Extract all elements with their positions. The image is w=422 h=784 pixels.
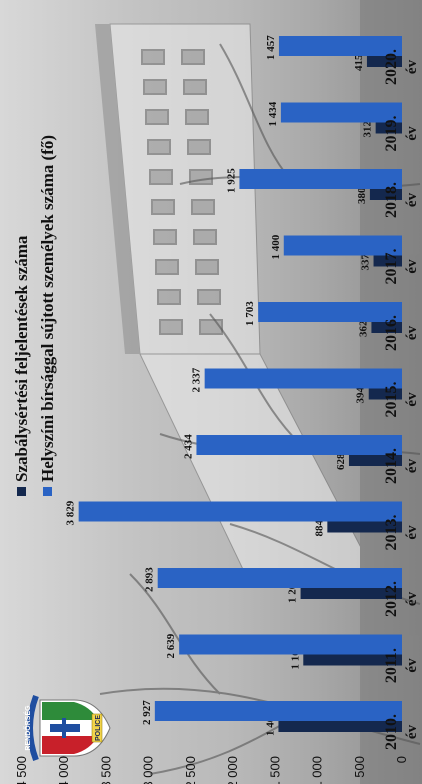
x-axis: 2010. év 2011. év 2012. év 2013. év 2014. év 2015.… xyxy=(383,49,420,750)
x-tick-label-2015: 2015. xyxy=(383,382,400,418)
y-tick-label: 1 500 xyxy=(267,756,282,784)
x-tick-suffix: év xyxy=(404,325,420,340)
logo-top-text: RENDŐRSÉG xyxy=(23,705,32,751)
data-label-series-2-2018: 1 925 xyxy=(225,168,237,193)
bar-series-2-2013 xyxy=(78,501,402,522)
data-label-series-1-2017: 337 xyxy=(360,254,372,271)
x-tick-label-2011: 2011. xyxy=(383,648,400,683)
data-label-series-2-2017: 1 400 xyxy=(270,234,282,259)
data-label-series-1-2019: 312 xyxy=(362,121,374,138)
data-label-series-2-2013: 3 829 xyxy=(65,500,77,525)
legend-label-series-2: Helyszíni bírsággal sújtott személyek sz… xyxy=(38,135,57,482)
y-axis: 4 500 4 000 3 500 3 000 2 500 2 000 1 500 1 000… xyxy=(14,756,409,784)
police-logo: RENDŐRSÉG POLICE xyxy=(23,694,111,762)
data-label-series-2-2010: 2 927 xyxy=(141,700,153,725)
y-tick-label: 3 000 xyxy=(141,756,156,784)
legend-label-series-1: Szabálysértési feljelentések száma xyxy=(12,235,31,482)
y-tick-label: 2 500 xyxy=(183,756,198,784)
bar-series-2-2016 xyxy=(258,302,402,322)
x-tick-suffix: év xyxy=(404,525,420,540)
bar-series-2-2014 xyxy=(196,435,402,455)
bar-series-2-2017 xyxy=(283,235,402,256)
data-label-series-1-2015: 394 xyxy=(355,387,367,404)
data-label-series-2-2016: 1 703 xyxy=(244,301,256,326)
y-tick-label: 2 000 xyxy=(225,756,240,784)
data-label-series-2-2011: 2 639 xyxy=(165,633,177,658)
x-tick-label-2010: 2010. xyxy=(383,714,400,750)
x-tick-label-2012: 2012. xyxy=(383,581,400,617)
x-tick-label-2020: 2020. xyxy=(383,49,400,85)
y-tick-label: 4 500 xyxy=(14,756,29,784)
data-label-series-1-2013: 884 xyxy=(313,520,325,537)
x-tick-label-2019: 2019. xyxy=(383,116,400,152)
legend-swatch-series-2 xyxy=(43,487,52,496)
x-tick-suffix: év xyxy=(404,458,420,473)
data-label-series-1-2014: 628 xyxy=(335,453,347,470)
y-tick-label: 4 000 xyxy=(56,756,71,784)
data-label-series-1-2020: 415 xyxy=(353,54,365,71)
bar-series-2-2019 xyxy=(280,102,403,123)
x-tick-suffix: év xyxy=(404,126,420,141)
x-tick-label-2016: 2016. xyxy=(383,315,400,351)
bar-series-2-2018 xyxy=(239,169,402,189)
x-tick-suffix: év xyxy=(404,658,420,673)
x-tick-suffix: év xyxy=(404,724,420,739)
x-tick-suffix: év xyxy=(404,591,420,606)
data-label-series-2-2015: 2 337 xyxy=(191,367,203,392)
x-tick-suffix: év xyxy=(404,392,420,407)
x-tick-suffix: év xyxy=(404,259,420,274)
legend: Szabálysértési feljelentések száma Helys… xyxy=(12,135,57,496)
data-label-series-1-2018: 380 xyxy=(356,187,368,204)
bar-series-2-2015 xyxy=(204,368,402,389)
x-tick-suffix: év xyxy=(404,192,420,207)
data-label-series-2-2012: 2 893 xyxy=(144,567,156,592)
x-tick-suffix: év xyxy=(404,59,420,74)
y-tick-label: 0 xyxy=(394,756,409,763)
y-tick-label: 3 500 xyxy=(98,756,113,784)
bar-series-2-2010 xyxy=(154,701,402,721)
y-tick-label: 1 000 xyxy=(310,756,325,784)
logo-bottom-text: POLICE xyxy=(95,715,102,741)
bar-series-2-2011 xyxy=(179,634,402,655)
x-tick-label-2013: 2013. xyxy=(383,515,400,551)
data-label-series-2-2014: 2 434 xyxy=(182,434,194,459)
data-label-series-2-2020: 1 457 xyxy=(265,35,277,60)
x-tick-label-2017: 2017. xyxy=(383,249,400,285)
data-label-series-1-2016: 362 xyxy=(357,320,369,337)
x-tick-label-2014: 2014. xyxy=(383,448,400,484)
legend-swatch-series-1 xyxy=(17,487,26,496)
bar-series-2-2020 xyxy=(278,36,402,56)
x-tick-label-2018: 2018. xyxy=(383,182,400,218)
data-label-series-2-2019: 1 434 xyxy=(267,101,279,126)
bar-series-2-2012 xyxy=(157,568,402,588)
y-tick-label: 500 xyxy=(352,756,367,778)
